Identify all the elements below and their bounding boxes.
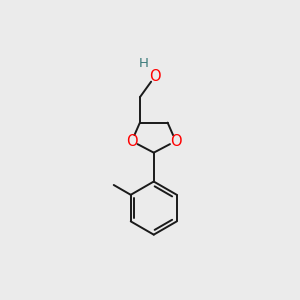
Text: H: H	[138, 57, 148, 70]
Text: O: O	[126, 134, 138, 148]
Text: O: O	[149, 69, 161, 84]
Text: O: O	[170, 134, 182, 148]
